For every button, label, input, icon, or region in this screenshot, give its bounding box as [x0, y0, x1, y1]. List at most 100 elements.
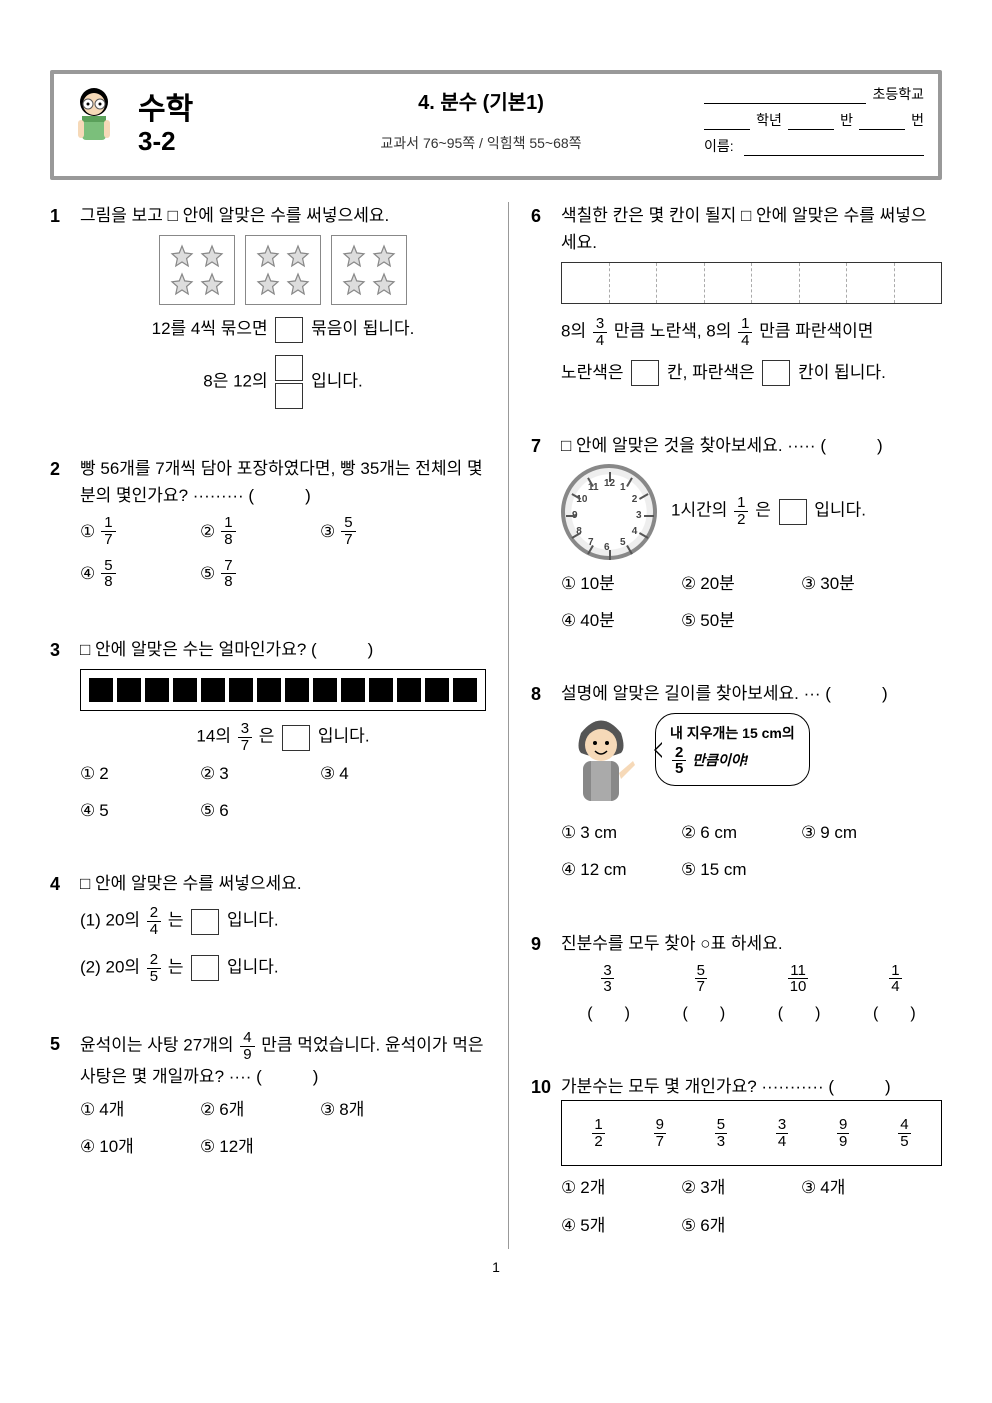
circled-num: ④	[80, 560, 95, 587]
q6-bar	[561, 262, 942, 304]
choice-4[interactable]: ④ 12 cm	[561, 856, 651, 883]
q4-sub2: (2) 20의 25 는 입니다.	[80, 952, 486, 985]
text: 는	[168, 958, 184, 977]
q2-number: 2	[50, 455, 68, 590]
page-ref: 교과서 76~95쪽 / 익힘책 55~68쪽	[276, 133, 686, 153]
choice-3[interactable]: ③ 4개	[801, 1174, 891, 1201]
answer-box[interactable]	[779, 499, 807, 525]
star-icon	[170, 244, 194, 268]
choice-4[interactable]: ④ 10개	[80, 1133, 170, 1160]
answer-paren[interactable]: ( )	[873, 1001, 916, 1027]
choice-2[interactable]: ② 20분	[681, 570, 771, 597]
q4-number: 4	[50, 870, 68, 984]
choice-5[interactable]: ⑤78	[200, 558, 290, 591]
square-icon	[117, 678, 141, 702]
square-icon	[229, 678, 253, 702]
star-box	[245, 235, 321, 305]
header: 수학 3-2 4. 분수 (기본1) 교과서 76~95쪽 / 익힘책 55~6…	[50, 70, 942, 180]
choice-1[interactable]: ① 2개	[561, 1174, 651, 1201]
title-block: 수학 3-2	[138, 84, 258, 157]
clock-icon: 123456789101112	[561, 464, 657, 560]
fraction: 99	[837, 1117, 849, 1150]
choice-5[interactable]: ⑤ 12개	[200, 1133, 290, 1160]
text: 입니다.	[227, 958, 279, 977]
choice-1[interactable]: ① 3 cm	[561, 819, 651, 846]
fraction: 53	[715, 1117, 727, 1150]
choice-4[interactable]: ④ 40분	[561, 607, 651, 634]
q8-number: 8	[531, 680, 549, 884]
q7-number: 7	[531, 432, 549, 634]
q5-text: 윤석이는 사탕 27개의 49 만큼 먹었습니다. 윤석이가 먹은 사탕은 몇 …	[80, 1030, 486, 1090]
grade-title: 3-2	[138, 126, 258, 157]
question-7: 7 □ 안에 알맞은 것을 찾아보세요. ····· ( ) 123456789…	[531, 432, 942, 634]
choice-2[interactable]: ② 3	[200, 760, 290, 787]
square-icon	[89, 678, 113, 702]
fraction: 34	[776, 1117, 788, 1150]
square-icon	[285, 678, 309, 702]
choice-1[interactable]: ① 2	[80, 760, 170, 787]
choice-4[interactable]: ④ 5개	[561, 1212, 651, 1239]
choice-4[interactable]: ④58	[80, 558, 170, 591]
star-icon	[256, 244, 280, 268]
question-10: 10 가분수는 모두 몇 개인가요? ··········· ( ) 12 97…	[531, 1073, 942, 1239]
choice-3[interactable]: ③57	[320, 515, 410, 548]
text: 입니다.	[318, 727, 370, 746]
answer-box[interactable]	[631, 360, 659, 386]
q3-mid: 14의 37 은 입니다.	[80, 721, 486, 754]
text: 8은 12의	[203, 371, 267, 390]
star-icon	[372, 272, 396, 296]
star-icon	[286, 272, 310, 296]
fraction: 1110	[788, 963, 809, 996]
square-icon	[397, 678, 421, 702]
bar-cell	[752, 263, 800, 303]
bar-cell	[847, 263, 895, 303]
choice-5[interactable]: ⑤ 50분	[681, 607, 771, 634]
q1-line1: 12를 4씩 묶으면 묶음이 됩니다.	[80, 315, 486, 343]
answer-box[interactable]	[762, 360, 790, 386]
choice-1[interactable]: ① 10분	[561, 570, 651, 597]
fraction: 14	[889, 963, 901, 996]
choice-1[interactable]: ①17	[80, 515, 170, 548]
answer-box[interactable]	[191, 955, 219, 981]
choice-2[interactable]: ② 3개	[681, 1174, 771, 1201]
circled-num: ③	[320, 518, 335, 545]
choice-2[interactable]: ② 6 cm	[681, 819, 771, 846]
name-blank[interactable]	[744, 138, 924, 156]
num-blank[interactable]	[859, 112, 905, 130]
name-label: 이름:	[704, 136, 734, 156]
bar-cell	[895, 263, 942, 303]
answer-paren[interactable]: ( )	[587, 1001, 630, 1027]
answer-fraction-box[interactable]	[275, 355, 303, 409]
answer-box[interactable]	[275, 317, 303, 343]
school-blank[interactable]	[704, 86, 866, 104]
choice-3[interactable]: ③ 8개	[320, 1096, 410, 1123]
choice-3[interactable]: ③ 30분	[801, 570, 891, 597]
choice-5[interactable]: ⑤ 6	[200, 797, 290, 824]
choice-5[interactable]: ⑤ 15 cm	[681, 856, 771, 883]
q5-number: 5	[50, 1030, 68, 1160]
choice-3[interactable]: ③ 4	[320, 760, 410, 787]
page-number: 1	[50, 1259, 942, 1275]
choice-4[interactable]: ④ 5	[80, 797, 170, 824]
grade-blank[interactable]	[704, 112, 750, 130]
q3-choices: ① 2 ② 3 ③ 4 ④ 5 ⑤ 6	[80, 760, 486, 824]
class-blank[interactable]	[788, 112, 834, 130]
question-2: 2 빵 56개를 7개씩 담아 포장하였다면, 빵 35개는 전체의 몇 분의 …	[50, 455, 486, 590]
choice-2[interactable]: ② 6개	[200, 1096, 290, 1123]
choice-1[interactable]: ① 4개	[80, 1096, 170, 1123]
text: 입니다.	[227, 911, 279, 930]
circled-num: ⑤	[200, 560, 215, 587]
answer-box[interactable]	[191, 909, 219, 935]
bar-cell	[657, 263, 705, 303]
square-icon	[425, 678, 449, 702]
q8-text: 설명에 알맞은 길이를 찾아보세요. ··· ( )	[561, 680, 942, 707]
choice-5[interactable]: ⑤ 6개	[681, 1212, 771, 1239]
school-label: 초등학교	[872, 84, 924, 104]
q6-line2: 노란색은 칸, 파란색은 칸이 됩니다.	[561, 359, 942, 387]
choice-3[interactable]: ③ 9 cm	[801, 819, 891, 846]
choice-2[interactable]: ②18	[200, 515, 290, 548]
answer-paren[interactable]: ( )	[778, 1001, 821, 1027]
answer-box[interactable]	[282, 725, 310, 751]
answer-paren[interactable]: ( )	[683, 1001, 726, 1027]
speech-bubble: 내 지우개는 15 cm의 25 만큼이야!	[655, 713, 810, 786]
